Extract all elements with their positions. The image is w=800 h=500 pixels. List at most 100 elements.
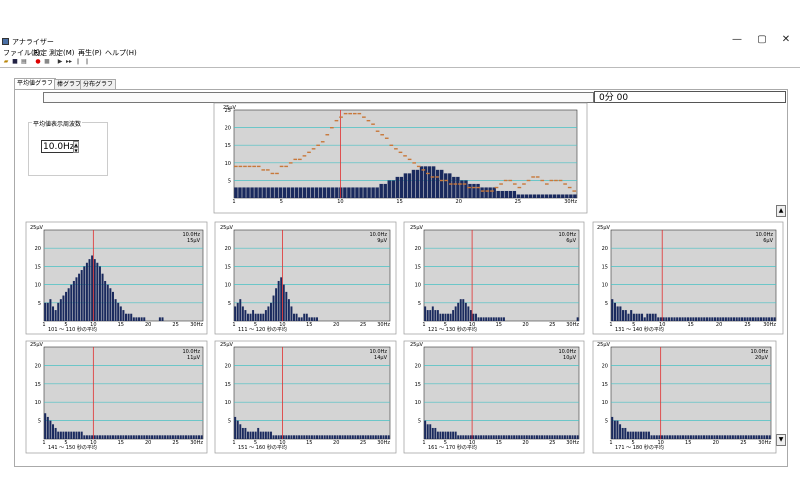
pause-icon[interactable]: ∥ [76, 58, 80, 65]
maximize-button[interactable]: ▢ [757, 34, 767, 45]
spin-down-icon[interactable]: ▼ [73, 147, 79, 153]
fast-forward-icon[interactable]: ▸▸ [65, 58, 73, 65]
data-bar [467, 435, 470, 439]
data-bar [67, 288, 70, 321]
data-bar [72, 280, 75, 321]
data-bar [502, 435, 505, 439]
data-bar [341, 435, 344, 439]
data-bar [419, 166, 424, 198]
data-bar [143, 317, 146, 321]
data-bar [536, 435, 538, 439]
print-icon[interactable]: ▤ [21, 58, 27, 65]
data-bar [708, 317, 711, 321]
data-bar [267, 306, 270, 321]
x-tick-label: 10 [279, 440, 285, 446]
record-icon[interactable]: ● [35, 58, 41, 65]
data-bar [387, 180, 391, 198]
data-bar [399, 176, 404, 198]
data-bar [234, 416, 237, 439]
peak-marker [503, 179, 508, 182]
peak-marker [512, 183, 517, 185]
data-bar [548, 194, 553, 198]
data-bar [459, 435, 462, 439]
scroll-up-button[interactable]: ▲ [776, 205, 786, 217]
data-bar [468, 183, 472, 198]
x-tick-label: 25 [172, 322, 178, 328]
data-bar [716, 435, 719, 439]
peak-marker [522, 183, 526, 185]
x-tick-label: 30Hz [758, 440, 771, 446]
data-bar [158, 435, 161, 439]
window-title: アナライザー [12, 38, 54, 46]
data-bar [734, 435, 737, 439]
data-bar [119, 435, 122, 439]
data-bar [88, 259, 91, 321]
chart-caption: 131 ～ 140 秒の平均 [615, 326, 664, 333]
data-bar [477, 317, 480, 321]
data-bar [145, 435, 148, 439]
data-bar [298, 187, 303, 198]
data-bar [556, 435, 559, 439]
peak-marker [435, 176, 439, 178]
x-tick-label: 30Hz [190, 440, 203, 446]
data-bar [629, 431, 632, 439]
data-bar [731, 435, 734, 439]
menu-playback[interactable]: 再生(P) [78, 49, 102, 57]
data-bar [46, 302, 49, 321]
data-bar [132, 317, 135, 321]
data-bar [106, 284, 109, 321]
data-bar [678, 317, 681, 321]
spin-up-icon[interactable]: ▲ [73, 141, 79, 147]
menu-settings[interactable]: 設定 [33, 49, 47, 57]
data-bar [571, 435, 574, 439]
data-bar [530, 435, 533, 439]
play-icon[interactable]: ▶ [57, 58, 63, 65]
x-tick-label: 1 [609, 440, 612, 446]
data-bar [452, 431, 455, 439]
data-bar [552, 194, 557, 198]
data-bar [654, 313, 657, 321]
scroll-down-button[interactable]: ▼ [776, 434, 786, 446]
tab-distribution-graph[interactable]: 分布グラフ [80, 79, 117, 90]
playback-progress-bar[interactable] [43, 92, 594, 103]
data-bar [234, 306, 237, 321]
chart-amplitude-label: 20μV [755, 355, 769, 361]
menu-file[interactable]: ファイル(F) [3, 49, 41, 57]
data-bar [241, 427, 244, 439]
data-bar [763, 435, 766, 439]
data-bar [754, 317, 757, 321]
data-bar [613, 420, 616, 439]
close-button[interactable]: ✕ [781, 34, 791, 45]
data-bar [686, 317, 690, 321]
data-bar [85, 262, 88, 321]
data-bar [640, 313, 644, 321]
data-bar [508, 190, 513, 198]
peak-marker [298, 158, 302, 161]
data-bar [543, 435, 546, 439]
title-bar [0, 0, 800, 46]
data-bar [658, 435, 661, 439]
save-icon[interactable]: ■ [12, 58, 18, 65]
data-bar [363, 187, 367, 198]
x-tick-label: 10 [659, 322, 665, 328]
y-axis-label: 25μV [597, 225, 611, 231]
open-folder-icon[interactable]: ▰ [3, 58, 9, 65]
data-bar [462, 435, 465, 439]
data-bar [195, 435, 198, 439]
data-bar [252, 310, 255, 321]
data-bar [335, 187, 339, 198]
stop-icon[interactable]: ■ [44, 58, 50, 65]
data-bar [303, 313, 306, 321]
menu-help[interactable]: ヘルプ(H) [105, 49, 137, 57]
data-bar [254, 431, 257, 439]
data-bar [80, 431, 83, 439]
peak-marker [490, 190, 494, 192]
data-bar [109, 288, 112, 321]
peak-marker [311, 148, 316, 150]
x-tick-label: 15 [496, 322, 502, 328]
data-bar [241, 306, 244, 321]
menu-measure[interactable]: 測定(M) [49, 49, 75, 57]
step-icon[interactable]: ∥ [85, 58, 89, 65]
data-bar [166, 435, 169, 439]
minimize-button[interactable]: — [732, 34, 742, 45]
